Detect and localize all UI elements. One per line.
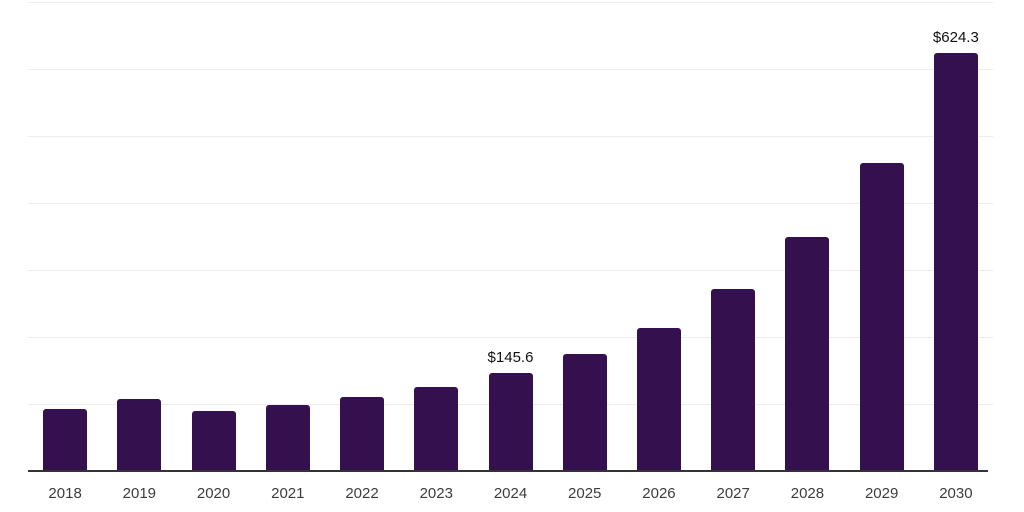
bar-2020	[191, 411, 236, 471]
x-tick-2024: 2024	[493, 485, 528, 502]
bar-2023	[414, 386, 459, 471]
x-tick-2030: 2030	[939, 485, 973, 502]
bar-2028	[785, 236, 830, 471]
bar-2024	[488, 373, 533, 471]
value-label-2030: $624.3	[932, 28, 979, 46]
bar-2021	[265, 405, 310, 471]
bar-2019	[117, 399, 162, 471]
x-tick-2025: 2025	[568, 485, 602, 502]
x-tick-2019: 2019	[122, 485, 157, 502]
bar-2026	[636, 327, 681, 471]
gridline-500	[28, 136, 993, 137]
gridline-700	[28, 2, 993, 3]
gridline-400	[28, 203, 993, 204]
x-tick-2021: 2021	[271, 485, 305, 502]
bar-2030	[933, 52, 978, 471]
bar-2029	[859, 162, 904, 471]
x-tick-2029: 2029	[864, 485, 899, 502]
x-tick-2020: 2020	[196, 485, 231, 502]
x-tick-2026: 2026	[642, 485, 676, 502]
x-axis-line	[28, 470, 988, 472]
bar-2018	[43, 408, 88, 471]
x-tick-2022: 2022	[345, 485, 379, 502]
x-tick-2018: 2018	[48, 485, 82, 502]
gridline-600	[28, 69, 993, 70]
gridline-200	[28, 337, 993, 338]
x-tick-2027: 2027	[716, 485, 750, 502]
value-label-2024: $145.6	[487, 349, 534, 367]
bar-2025	[562, 353, 607, 471]
bar-2022	[340, 396, 385, 471]
gridline-300	[28, 270, 993, 271]
bar-2027	[711, 289, 756, 471]
x-tick-2028: 2028	[790, 485, 825, 502]
x-tick-2023: 2023	[419, 485, 453, 502]
